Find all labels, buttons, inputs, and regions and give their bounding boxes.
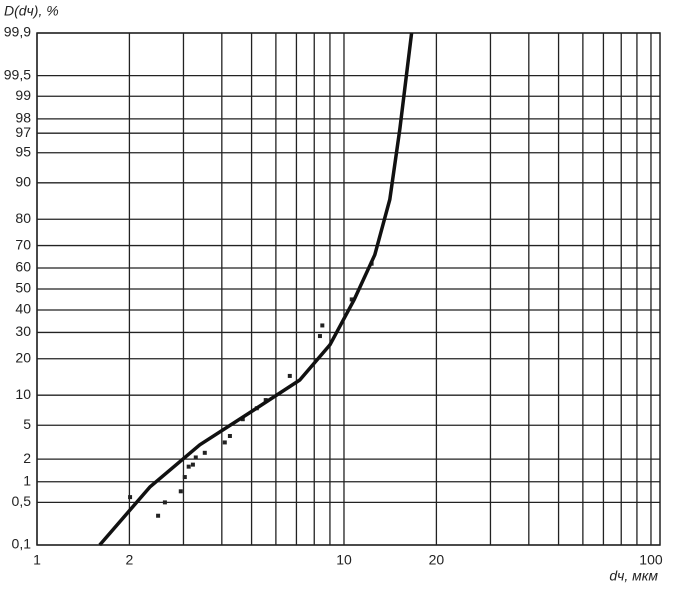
data-point xyxy=(182,475,187,480)
y-tick-label: 10 xyxy=(15,386,31,402)
y-tick-label: 80 xyxy=(15,210,31,226)
data-point xyxy=(156,513,161,518)
data-point xyxy=(202,450,207,455)
data-point xyxy=(349,297,354,302)
data-point xyxy=(320,323,325,328)
y-tick-label: 99,5 xyxy=(4,66,31,82)
y-tick-label: 95 xyxy=(15,143,31,159)
y-axis-label: D(dч), % xyxy=(4,3,59,19)
data-point xyxy=(186,464,191,469)
y-tick-label: 0,5 xyxy=(12,493,32,509)
y-tick-label: 98 xyxy=(15,110,31,126)
y-tick-label: 90 xyxy=(15,174,31,190)
y-tick-label: 99,9 xyxy=(4,24,31,40)
x-tick-label: 2 xyxy=(126,552,134,568)
data-point xyxy=(178,489,183,494)
x-tick-label: 100 xyxy=(639,552,663,568)
x-tick-label: 1 xyxy=(33,552,41,568)
data-point xyxy=(193,455,198,460)
y-tick-label: 99 xyxy=(15,87,31,103)
y-tick-label: 97 xyxy=(15,124,31,140)
x-tick-label: 20 xyxy=(429,552,445,568)
data-point xyxy=(263,398,268,403)
fit-curve xyxy=(98,32,414,547)
y-tick-label: 2 xyxy=(23,450,31,466)
data-point xyxy=(162,500,167,505)
data-point xyxy=(287,373,292,378)
y-tick-label: 50 xyxy=(15,280,31,296)
data-point xyxy=(317,334,322,339)
y-tick-label: 0,1 xyxy=(12,536,32,552)
data-point xyxy=(222,440,227,445)
data-point xyxy=(190,462,195,467)
y-tick-label: 5 xyxy=(23,416,31,432)
y-tick-label: 40 xyxy=(15,301,31,317)
data-point xyxy=(227,433,232,438)
y-tick-label: 1 xyxy=(23,472,31,488)
y-tick-label: 70 xyxy=(15,236,31,252)
y-tick-label: 20 xyxy=(15,349,31,365)
x-tick-label: 10 xyxy=(336,552,352,568)
data-point xyxy=(128,495,133,500)
y-tick-label: 60 xyxy=(15,259,31,275)
x-axis-label: dч, мкм xyxy=(609,568,658,584)
y-tick-label: 30 xyxy=(15,323,31,339)
